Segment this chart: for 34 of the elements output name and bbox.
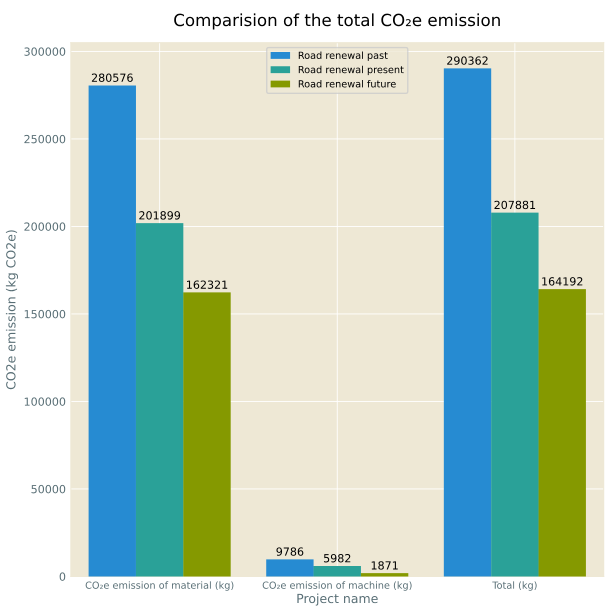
legend-label: Road renewal present xyxy=(298,66,404,76)
x-tick-label: CO₂e emission of material (kg) xyxy=(86,581,234,591)
legend-label: Road renewal future xyxy=(298,80,396,88)
y-tick-label: 50000 xyxy=(31,484,66,494)
bar xyxy=(538,289,586,576)
data-label: 290362 xyxy=(447,56,488,65)
x-tick-label: Total (kg) xyxy=(492,581,537,591)
data-label: 207881 xyxy=(494,200,536,210)
data-label: 1871 xyxy=(372,561,398,570)
bar xyxy=(314,566,361,576)
y-tick-label: 0 xyxy=(60,572,66,581)
data-label: 9786 xyxy=(276,547,304,556)
bar xyxy=(88,85,136,576)
bar xyxy=(136,223,184,576)
x-axis-title: Project name xyxy=(297,594,378,606)
data-label: 162321 xyxy=(187,280,228,289)
y-tick-label: 100000 xyxy=(24,397,66,406)
data-label: 164192 xyxy=(542,277,582,286)
chart-title: Comparision of the total CO₂e emission xyxy=(174,13,500,30)
bar xyxy=(491,212,539,576)
data-label: 280576 xyxy=(92,73,133,82)
data-label: 5982 xyxy=(324,554,350,562)
y-axis-title: CO2e emission (kg CO2e) xyxy=(6,230,18,390)
bar xyxy=(444,68,492,576)
y-tick-label: 300000 xyxy=(24,47,66,56)
y-tick-label: 150000 xyxy=(24,310,66,318)
bar xyxy=(360,573,408,576)
data-label: 201899 xyxy=(139,211,180,220)
y-tick-label: 250000 xyxy=(24,134,66,144)
bar xyxy=(266,559,314,576)
y-tick-label: 200000 xyxy=(24,222,66,231)
x-tick-label: CO₂e emission of machine (kg) xyxy=(262,581,412,591)
legend-label: Road renewal past xyxy=(298,51,388,61)
bar xyxy=(183,292,231,576)
